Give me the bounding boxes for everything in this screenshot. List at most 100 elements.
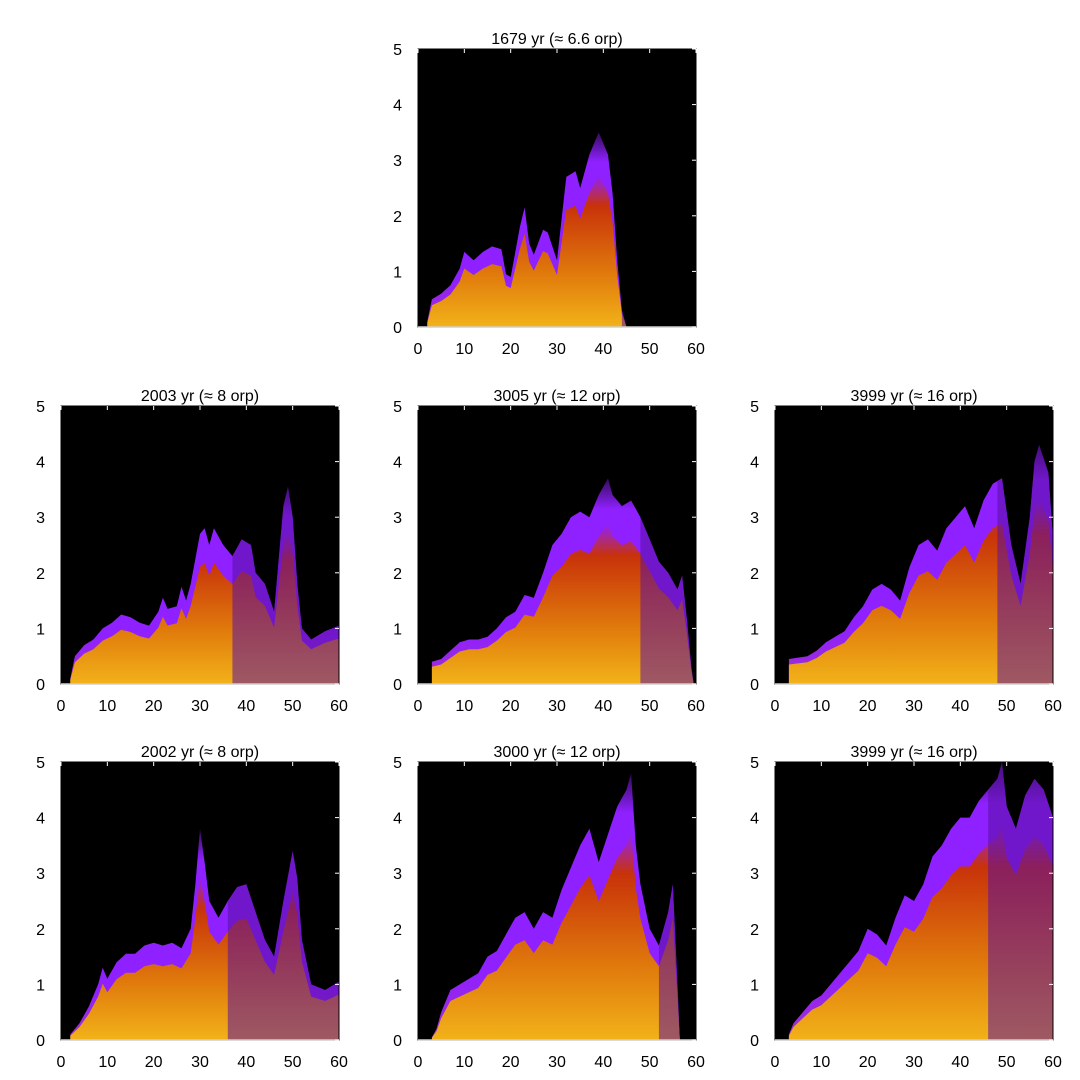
x-tick-label: 10: [812, 1054, 830, 1071]
x-tick-label: 10: [98, 1054, 116, 1071]
x-tick-label: 50: [998, 698, 1016, 715]
y-tick-label: 2: [36, 922, 45, 939]
x-tick-label: 20: [502, 341, 520, 358]
panel-6: 3000 yr (≈ 12 orp) 0 10 20 30 40 50 60 0 1 2 3 4 5: [393, 744, 705, 1071]
x-tick-label: 10: [98, 698, 116, 715]
y-tick-label: 4: [36, 811, 45, 828]
x-tick-label: 0: [414, 698, 423, 715]
x-tick-label: 40: [951, 698, 969, 715]
y-tick-label: 0: [36, 677, 45, 694]
y-tick-label: 2: [36, 566, 45, 583]
hot-core: [788, 497, 1053, 684]
x-tick-label: 30: [548, 1054, 566, 1071]
y-tick-label: 5: [750, 755, 759, 772]
panel-2: 2003 yr (≈ 8 orp) 0 10 20 30 40 50 60 0 1 2 3 4 5: [36, 388, 348, 715]
y-tick-label: 5: [393, 755, 402, 772]
y-tick-label: 4: [36, 455, 45, 472]
y-tick-label: 3: [750, 510, 759, 527]
panel-3: 3005 yr (≈ 12 orp) 0 10 20 30 40 50 60 0 1 2 3 4 5: [393, 388, 705, 715]
panel-title: 3999 yr (≈ 16 orp): [850, 744, 977, 761]
x-tick-label: 0: [771, 1054, 780, 1071]
x-tick-label: 50: [641, 1054, 659, 1071]
y-tick-label: 5: [393, 399, 402, 416]
hot-core: [431, 831, 680, 1040]
y-tick-label: 4: [750, 455, 759, 472]
y-tick-label: 0: [393, 320, 402, 337]
y-tick-label: 3: [750, 866, 759, 883]
x-tick-label: 50: [998, 1054, 1016, 1071]
y-tick-label: 5: [393, 42, 402, 59]
x-tick-label: 30: [905, 1054, 923, 1071]
x-tick-label: 0: [414, 341, 423, 358]
x-tick-label: 60: [687, 341, 705, 358]
x-tick-label: 60: [1044, 698, 1062, 715]
y-tick-label: 1: [750, 977, 759, 994]
hot-core: [431, 523, 694, 684]
hot-core: [788, 823, 1053, 1040]
y-tick-label: 2: [393, 209, 402, 226]
y-tick-label: 2: [750, 922, 759, 939]
panel-7: 3999 yr (≈ 16 orp) 0 10 20 30 40 50 60 0 1 2 3 4 5: [750, 744, 1062, 1071]
y-tick-label: 4: [393, 455, 402, 472]
x-tick-label: 40: [594, 341, 612, 358]
x-tick-label: 40: [951, 1054, 969, 1071]
x-tick-label: 40: [594, 1054, 612, 1071]
x-tick-label: 60: [330, 1054, 348, 1071]
x-tick-label: 30: [191, 1054, 209, 1071]
y-tick-label: 4: [393, 811, 402, 828]
x-tick-label: 60: [1044, 1054, 1062, 1071]
x-tick-label: 60: [687, 698, 705, 715]
y-tick-label: 3: [36, 510, 45, 527]
x-tick-label: 50: [284, 1054, 302, 1071]
x-tick-label: 30: [548, 341, 566, 358]
x-tick-label: 60: [330, 698, 348, 715]
hot-core: [427, 175, 627, 327]
x-tick-label: 40: [237, 1054, 255, 1071]
x-tick-label: 40: [594, 698, 612, 715]
x-tick-label: 10: [455, 1054, 473, 1071]
panel-title: 2002 yr (≈ 8 orp): [141, 744, 259, 761]
x-tick-label: 0: [414, 1054, 423, 1071]
y-tick-label: 2: [750, 566, 759, 583]
x-tick-label: 20: [859, 698, 877, 715]
y-tick-label: 2: [393, 566, 402, 583]
y-tick-label: 0: [393, 677, 402, 694]
x-tick-label: 0: [57, 698, 66, 715]
y-tick-label: 0: [36, 1033, 45, 1050]
x-tick-label: 40: [237, 698, 255, 715]
x-tick-label: 0: [771, 698, 780, 715]
y-tick-label: 3: [36, 866, 45, 883]
y-tick-label: 3: [393, 510, 402, 527]
x-tick-label: 30: [191, 698, 209, 715]
x-tick-label: 10: [455, 341, 473, 358]
x-tick-label: 30: [548, 698, 566, 715]
x-tick-label: 10: [455, 698, 473, 715]
x-tick-label: 20: [859, 1054, 877, 1071]
y-tick-label: 5: [750, 399, 759, 416]
x-tick-label: 50: [641, 341, 659, 358]
y-tick-label: 4: [393, 98, 402, 115]
y-tick-label: 3: [393, 866, 402, 883]
panel-title: 3999 yr (≈ 16 orp): [850, 388, 977, 405]
y-tick-label: 4: [750, 811, 759, 828]
x-tick-label: 30: [905, 698, 923, 715]
panel-5: 2002 yr (≈ 8 orp) 0 10 20 30 40 50 60 0 1 2 3 4 5: [36, 744, 348, 1071]
x-tick-label: 20: [145, 1054, 163, 1071]
y-tick-label: 2: [393, 922, 402, 939]
y-tick-label: 1: [36, 977, 45, 994]
y-tick-label: 0: [750, 677, 759, 694]
y-tick-label: 1: [393, 264, 402, 281]
y-tick-label: 1: [393, 621, 402, 638]
x-tick-label: 20: [502, 1054, 520, 1071]
panel-title: 1679 yr (≈ 6.6 orp): [491, 31, 623, 48]
panel-title: 3000 yr (≈ 12 orp): [493, 744, 620, 761]
x-tick-label: 20: [502, 698, 520, 715]
x-tick-label: 10: [812, 698, 830, 715]
y-tick-label: 5: [36, 399, 45, 416]
y-tick-label: 3: [393, 153, 402, 170]
y-tick-label: 0: [393, 1033, 402, 1050]
y-tick-label: 5: [36, 755, 45, 772]
x-tick-label: 50: [641, 698, 659, 715]
panel-1: 1679 yr (≈ 6.6 orp) 0 10 20 30 40 50 60 0 1 2 3 4 5: [393, 31, 705, 358]
